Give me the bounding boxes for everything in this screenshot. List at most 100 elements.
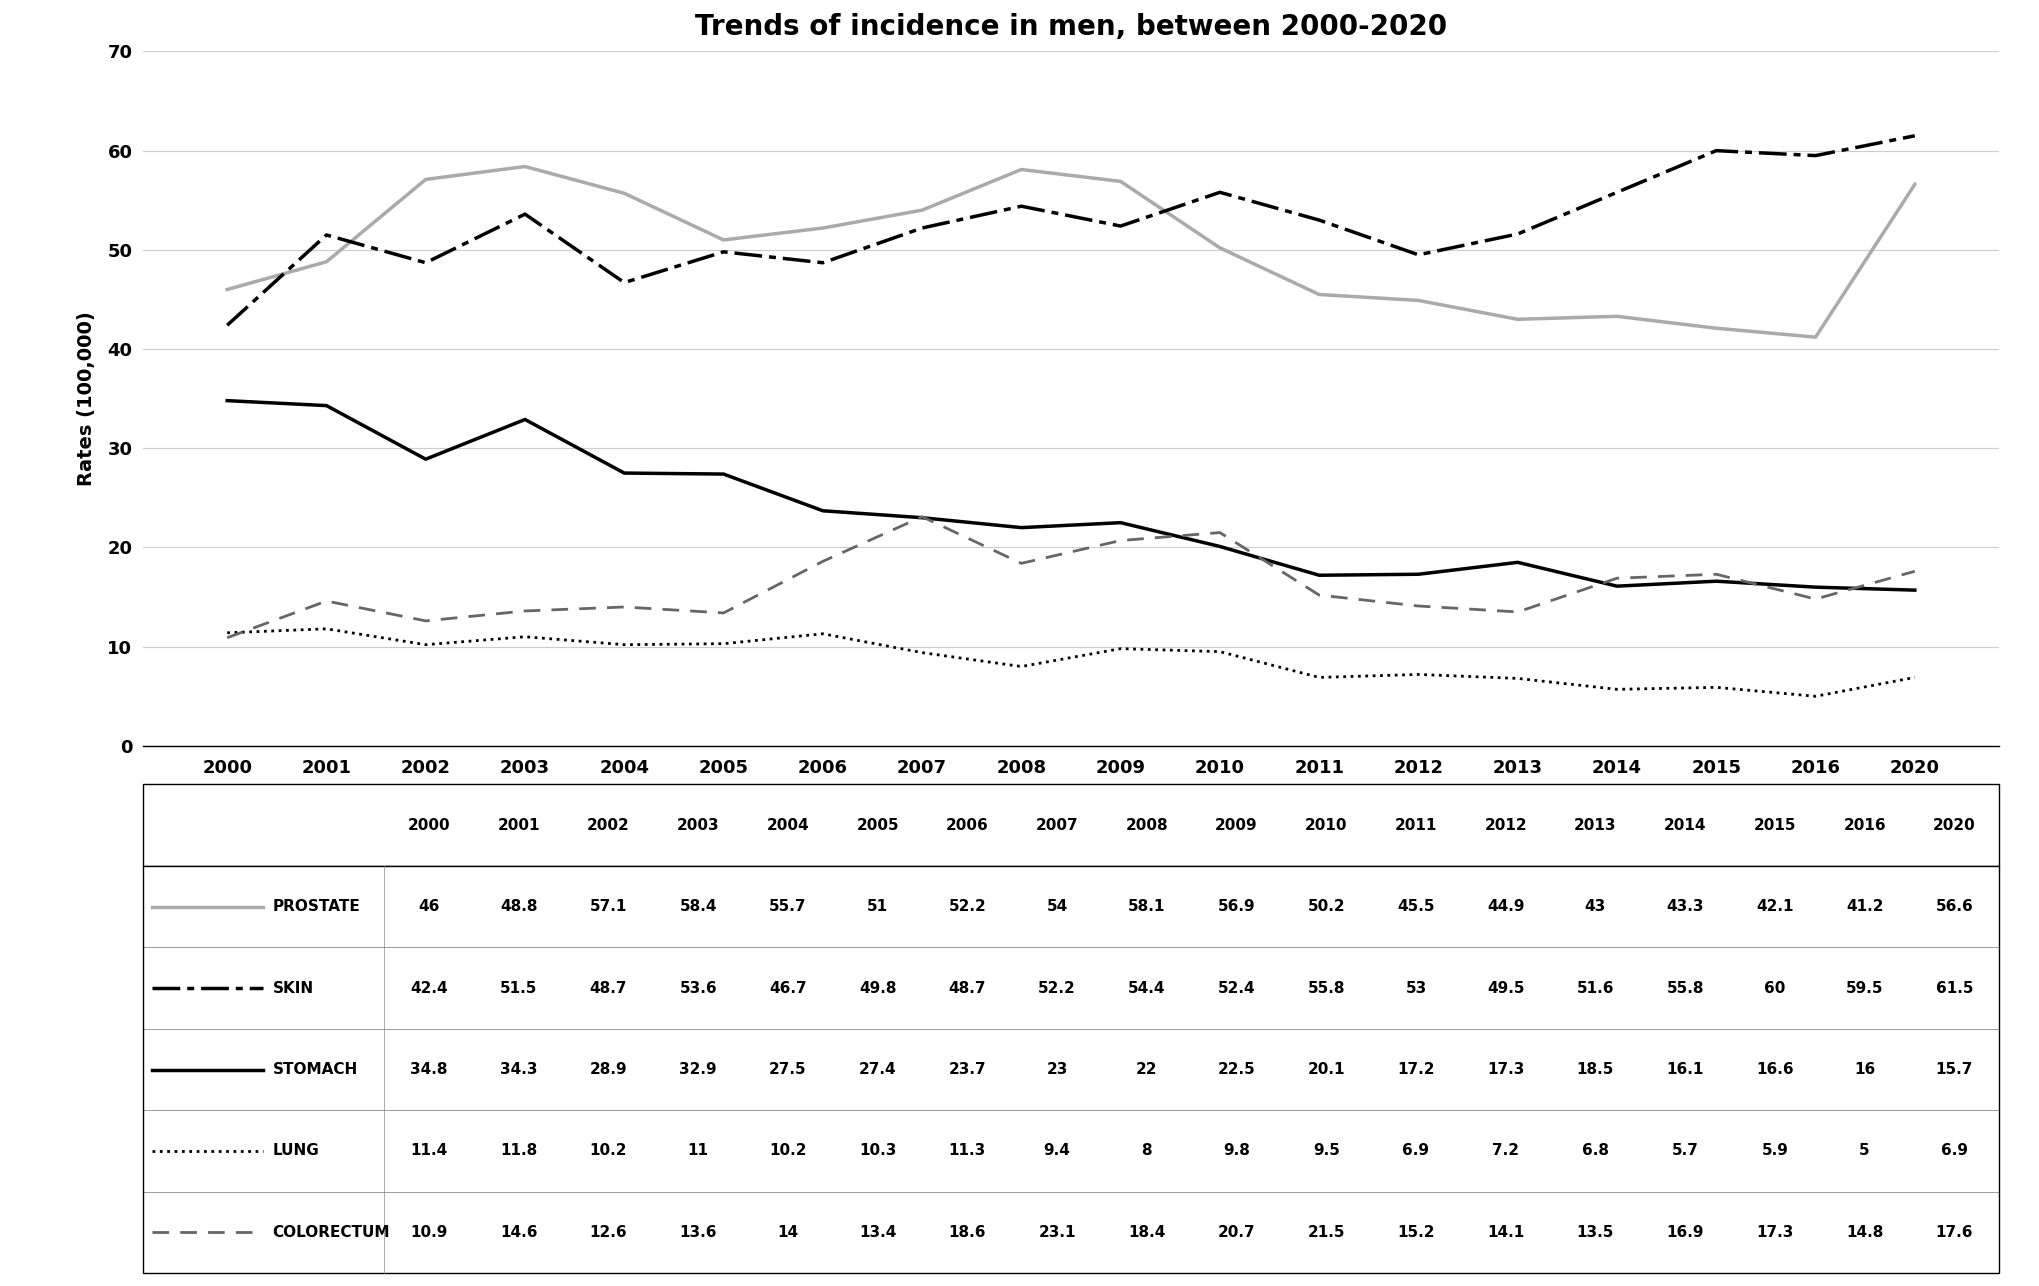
Text: 14.8: 14.8	[1845, 1226, 1882, 1240]
Text: 49.5: 49.5	[1486, 981, 1523, 995]
Text: 52.2: 52.2	[1038, 981, 1075, 995]
Text: 6.9: 6.9	[1401, 1143, 1429, 1159]
Text: 9.4: 9.4	[1044, 1143, 1070, 1159]
Text: 20.7: 20.7	[1217, 1226, 1254, 1240]
Text: 2008: 2008	[1126, 818, 1168, 832]
Text: 58.4: 58.4	[679, 899, 716, 914]
Bar	[143, 1192, 1998, 1273]
Bar	[143, 865, 1998, 1273]
Text: 27.4: 27.4	[858, 1062, 895, 1076]
Text: 51.5: 51.5	[500, 981, 536, 995]
Text: 15.7: 15.7	[1935, 1062, 1972, 1076]
Text: 48.8: 48.8	[500, 899, 536, 914]
Text: 18.5: 18.5	[1576, 1062, 1613, 1076]
Bar	[143, 948, 1998, 1029]
Text: 14.1: 14.1	[1486, 1226, 1523, 1240]
Text: 42.1: 42.1	[1756, 899, 1792, 914]
Text: 11.8: 11.8	[500, 1143, 536, 1159]
Text: 9.5: 9.5	[1313, 1143, 1340, 1159]
Text: 52.2: 52.2	[948, 899, 985, 914]
Text: 23.7: 23.7	[948, 1062, 985, 1076]
Text: 50.2: 50.2	[1307, 899, 1344, 914]
Title: Trends of incidence in men, between 2000-2020: Trends of incidence in men, between 2000…	[695, 13, 1446, 41]
Text: 53.6: 53.6	[679, 981, 716, 995]
Text: COLORECTUM: COLORECTUM	[273, 1226, 389, 1240]
Text: 16.9: 16.9	[1666, 1226, 1703, 1240]
Text: 22: 22	[1136, 1062, 1156, 1076]
Text: 2016: 2016	[1843, 818, 1884, 832]
Text: 55.8: 55.8	[1666, 981, 1703, 995]
Text: 6.9: 6.9	[1939, 1143, 1968, 1159]
Text: 2015: 2015	[1754, 818, 1794, 832]
Text: 32.9: 32.9	[679, 1062, 716, 1076]
Bar	[143, 865, 1998, 948]
Text: 17.2: 17.2	[1397, 1062, 1433, 1076]
Text: 12.6: 12.6	[589, 1226, 626, 1240]
Text: 10.9: 10.9	[410, 1226, 447, 1240]
Text: 27.5: 27.5	[769, 1062, 805, 1076]
Text: 11.4: 11.4	[410, 1143, 447, 1159]
Text: 11: 11	[687, 1143, 708, 1159]
Text: 34.3: 34.3	[500, 1062, 536, 1076]
Text: 48.7: 48.7	[589, 981, 626, 995]
Text: 21.5: 21.5	[1307, 1226, 1344, 1240]
Text: STOMACH: STOMACH	[273, 1062, 357, 1076]
Text: 42.4: 42.4	[410, 981, 449, 995]
Text: 43: 43	[1584, 899, 1605, 914]
Text: 6.8: 6.8	[1580, 1143, 1609, 1159]
Text: 10.2: 10.2	[769, 1143, 805, 1159]
Text: 2009: 2009	[1215, 818, 1258, 832]
Text: 9.8: 9.8	[1223, 1143, 1250, 1159]
Text: 55.7: 55.7	[769, 899, 805, 914]
Text: 2007: 2007	[1036, 818, 1079, 832]
Text: 10.2: 10.2	[589, 1143, 626, 1159]
Text: 48.7: 48.7	[948, 981, 985, 995]
Text: 13.6: 13.6	[679, 1226, 716, 1240]
Text: 2002: 2002	[587, 818, 630, 832]
Text: 14.6: 14.6	[500, 1226, 536, 1240]
Text: 16.6: 16.6	[1756, 1062, 1792, 1076]
Y-axis label: Rates (100,000): Rates (100,000)	[77, 311, 96, 486]
Text: 52.4: 52.4	[1217, 981, 1254, 995]
Text: 2003: 2003	[677, 818, 720, 832]
Text: 23.1: 23.1	[1038, 1226, 1075, 1240]
Text: 58.1: 58.1	[1128, 899, 1164, 914]
Text: SKIN: SKIN	[273, 981, 314, 995]
Text: 44.9: 44.9	[1486, 899, 1523, 914]
Text: 16.1: 16.1	[1666, 1062, 1703, 1076]
Text: 11.3: 11.3	[948, 1143, 985, 1159]
Text: 49.8: 49.8	[858, 981, 895, 995]
Text: 41.2: 41.2	[1845, 899, 1882, 914]
Text: 16: 16	[1853, 1062, 1874, 1076]
Text: 57.1: 57.1	[589, 899, 626, 914]
Text: 10.3: 10.3	[858, 1143, 895, 1159]
Text: 13.4: 13.4	[858, 1226, 895, 1240]
Text: 2001: 2001	[498, 818, 540, 832]
Text: 5: 5	[1858, 1143, 1870, 1159]
Text: 14: 14	[777, 1226, 797, 1240]
Text: 2010: 2010	[1305, 818, 1348, 832]
Text: 2000: 2000	[408, 818, 451, 832]
Text: 7.2: 7.2	[1491, 1143, 1519, 1159]
Text: 54: 54	[1046, 899, 1066, 914]
Text: 23: 23	[1046, 1062, 1066, 1076]
Text: 2006: 2006	[946, 818, 989, 832]
Text: 56.9: 56.9	[1217, 899, 1254, 914]
Text: 43.3: 43.3	[1666, 899, 1703, 914]
Text: 22.5: 22.5	[1217, 1062, 1254, 1076]
Text: 46.7: 46.7	[769, 981, 805, 995]
Text: 56.6: 56.6	[1935, 899, 1972, 914]
Bar	[143, 784, 1998, 865]
Text: 20.1: 20.1	[1307, 1062, 1344, 1076]
Text: 61.5: 61.5	[1935, 981, 1972, 995]
Text: 55.8: 55.8	[1307, 981, 1344, 995]
Text: 2004: 2004	[767, 818, 809, 832]
Text: 54.4: 54.4	[1128, 981, 1164, 995]
Text: 34.8: 34.8	[410, 1062, 447, 1076]
Text: 2013: 2013	[1574, 818, 1615, 832]
Text: 5.7: 5.7	[1670, 1143, 1698, 1159]
Text: 28.9: 28.9	[589, 1062, 626, 1076]
Text: 45.5: 45.5	[1397, 899, 1433, 914]
Text: 51.6: 51.6	[1576, 981, 1613, 995]
Text: LUNG: LUNG	[273, 1143, 320, 1159]
